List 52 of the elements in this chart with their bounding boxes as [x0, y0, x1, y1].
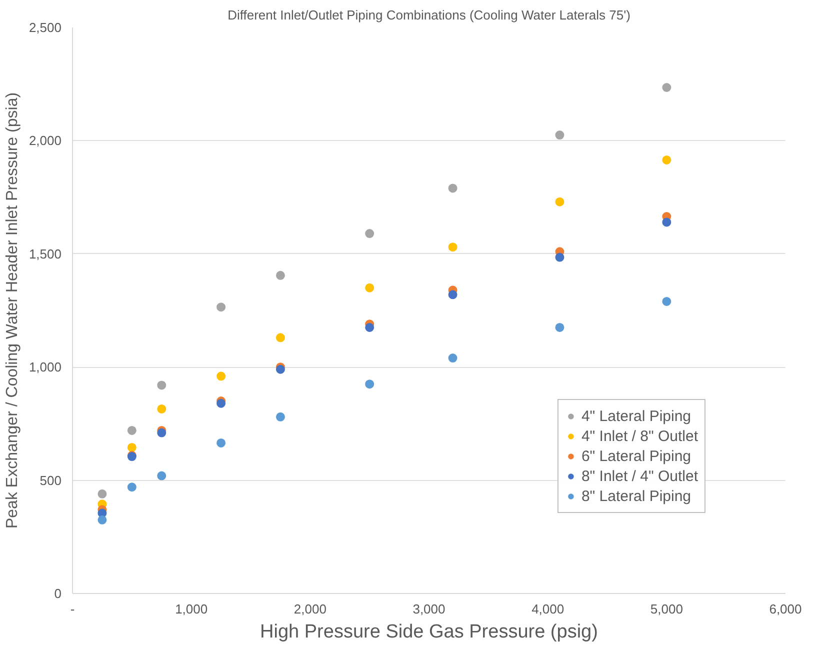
point	[662, 83, 672, 92]
point	[216, 438, 226, 448]
y-tick-label: 2,000	[28, 133, 62, 148]
point	[127, 442, 136, 452]
x-tick-label: 5,000	[650, 602, 683, 616]
y-tick-label: 0	[54, 586, 62, 601]
point	[276, 412, 285, 422]
point	[216, 372, 226, 381]
point	[157, 380, 166, 390]
x-axis-title: High Pressure Side Gas Pressure (psig)	[260, 622, 598, 642]
legend-label: 8" Lateral Piping	[581, 488, 692, 504]
point	[127, 426, 136, 435]
point	[276, 270, 285, 280]
x-tick-label: -	[70, 602, 75, 616]
point	[555, 252, 564, 262]
y-tick-label: 2,500	[28, 20, 62, 35]
x-tick-label: 1,000	[175, 602, 208, 616]
point	[662, 218, 672, 227]
point	[365, 322, 374, 332]
point	[276, 333, 285, 342]
point	[448, 290, 458, 300]
point	[157, 428, 166, 438]
point	[555, 197, 564, 206]
point	[216, 302, 226, 312]
point	[555, 322, 564, 332]
point	[662, 296, 672, 306]
point	[448, 354, 458, 363]
point	[127, 482, 136, 492]
point	[157, 471, 166, 480]
point	[448, 242, 458, 252]
legend-label: 4" Inlet / 8" Outlet	[581, 428, 698, 444]
point	[98, 515, 107, 524]
x-tick-label: 6,000	[769, 602, 802, 616]
y-tick-label: 500	[40, 472, 62, 488]
chart-title: Different Inlet/Outlet Piping Combinations (Cooling Water Laterals 75')	[228, 8, 630, 22]
point	[365, 283, 374, 292]
x-tick-label: 3,000	[412, 602, 446, 616]
x-tick-label: 4,000	[532, 602, 564, 616]
point	[662, 155, 672, 164]
point	[157, 404, 166, 414]
legend-label: 8" Inlet / 4" Outlet	[581, 468, 698, 484]
y-tick-label: 1,500	[28, 246, 62, 262]
point	[365, 380, 374, 389]
y-tick-label: 1,000	[28, 360, 62, 375]
point	[555, 130, 564, 140]
point	[365, 229, 374, 238]
legend-label: 6" Lateral Piping	[581, 448, 692, 464]
point	[98, 489, 107, 498]
point	[448, 184, 458, 193]
y-axis-title: Peak Exchanger / Cooling Water Header Inlet Pressure (psia)	[4, 92, 21, 529]
x-tick-label: 2,000	[294, 602, 326, 616]
legend-label: 4" Lateral Piping	[581, 408, 692, 424]
